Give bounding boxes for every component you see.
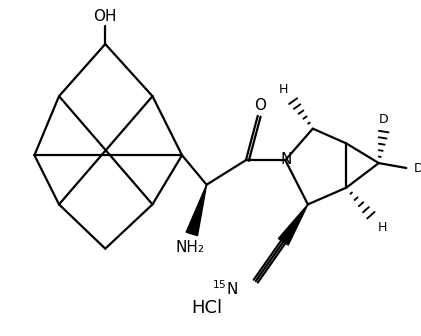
Text: D: D [379,113,389,126]
Text: HCl: HCl [191,299,222,317]
Text: OH: OH [93,9,117,24]
Text: H: H [279,83,288,96]
Text: NH₂: NH₂ [176,240,204,255]
Polygon shape [186,185,207,236]
Text: $^{15}$N: $^{15}$N [212,280,238,298]
Text: H: H [378,220,387,234]
Polygon shape [278,204,308,245]
Text: O: O [254,97,266,113]
Text: D: D [413,162,421,174]
Text: N: N [280,152,292,167]
